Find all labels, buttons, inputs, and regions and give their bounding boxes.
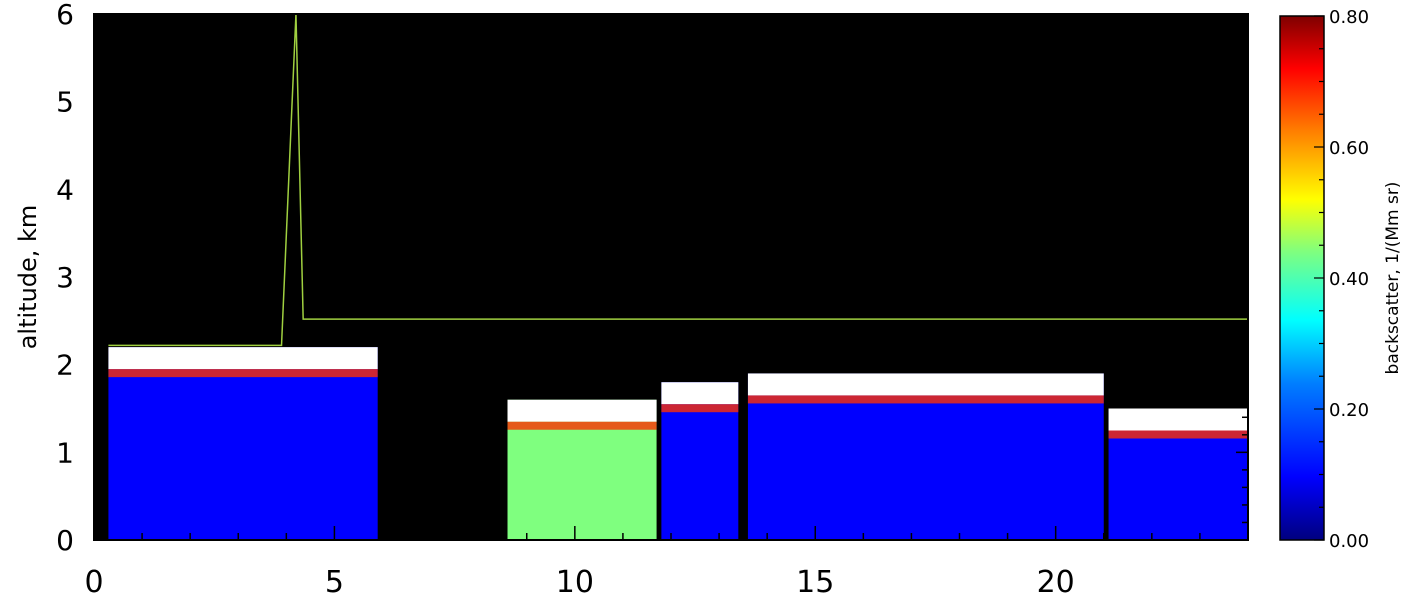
- high-backscatter-band: [747, 395, 1104, 404]
- high-backscatter-band: [108, 369, 378, 378]
- colorbar-tick-label: 0.20: [1329, 400, 1369, 421]
- cloud-top-band: [1108, 408, 1248, 431]
- cloud-top-band: [507, 399, 657, 422]
- y-tick-label: 1: [56, 436, 74, 469]
- y-tick-label: 0: [56, 524, 74, 557]
- colorbar-tick-label: 0.80: [1329, 7, 1369, 28]
- x-tick-label: 20: [1037, 565, 1075, 598]
- colorbar-tick-label: 0.40: [1329, 269, 1369, 290]
- y-tick-label: 2: [56, 349, 74, 382]
- x-tick-label: 0: [84, 565, 103, 598]
- x-tick-label: 5: [325, 565, 344, 598]
- data-block: [747, 373, 1104, 540]
- cloud-top-band: [108, 347, 378, 370]
- high-backscatter-band: [1108, 430, 1248, 439]
- cloud-top-band: [747, 373, 1104, 396]
- y-tick-label: 5: [56, 86, 74, 119]
- high-backscatter-band: [661, 404, 739, 413]
- x-tick-label: 10: [556, 565, 594, 598]
- y-tick-label: 3: [56, 261, 74, 294]
- backscatter-blocks: [108, 347, 1248, 540]
- x-tick-label: 15: [796, 565, 834, 598]
- colorbar-ticks: 0.00 0.20 0.40 0.60 0.80: [1314, 7, 1369, 552]
- cloud-top-band: [661, 382, 739, 405]
- y-tick-label: 4: [56, 173, 74, 206]
- y-axis-label: altitude, km: [14, 205, 42, 350]
- colorbar-tick-label: 0.00: [1329, 531, 1369, 552]
- block-fill: [108, 347, 378, 540]
- y-tick-label: 6: [56, 0, 74, 31]
- high-backscatter-band: [507, 421, 657, 430]
- colorbar-label: backscatter, 1/(Mm sr): [1383, 182, 1403, 375]
- x-axis: 0 5 10 15 20: [84, 14, 1249, 598]
- colorbar-tick-label: 0.60: [1329, 138, 1369, 159]
- data-block: [661, 382, 739, 540]
- data-block: [1108, 408, 1248, 540]
- data-block: [108, 347, 378, 540]
- data-block: [507, 399, 657, 540]
- y-axis: 0 1 2 3 4 5 6: [56, 0, 1248, 557]
